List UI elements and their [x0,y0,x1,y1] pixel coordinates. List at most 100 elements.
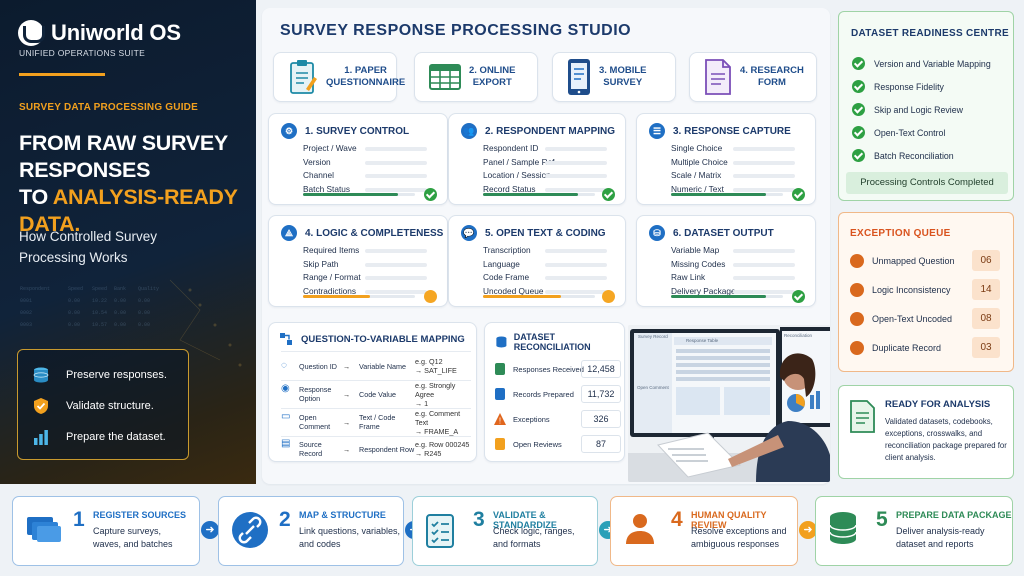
reconciliation-value: 11,732 [581,385,621,403]
module-row-bar [733,262,795,267]
validate-standardize-step[interactable]: 3 VALIDATE & STANDARDIZE Check logic, ra… [412,496,598,566]
source-tile-mobile[interactable]: 3. MOBILE SURVEY [552,52,676,102]
module-row: Project / Wave [303,142,429,156]
svg-text:0.00: 0.00 [114,322,126,328]
module-row-label: Delivery Package [671,285,736,296]
step-description: Deliver analysis-ready dataset and report… [896,525,985,550]
module-row-bar [733,289,795,294]
source-tile-research[interactable]: 4. RESEARCH FORM [689,52,817,102]
module-card[interactable]: 💬 5. OPEN TEXT & CODING Transcription Lang… [448,215,626,307]
headline-to: TO [19,185,53,209]
module-card[interactable]: ⟁ 4. LOGIC & COMPLETENESS Required Items S… [268,215,448,307]
step-number: 1 [73,508,85,531]
inbox-icon [495,363,505,375]
module-row-bar [545,187,607,192]
register-sources-step[interactable]: 1 REGISTER SOURCES Capture surveys, waves… [12,496,200,566]
mapping-example: e.g. Q12 → SAT_LIFE [415,357,471,375]
module-row-label: Channel [303,170,334,180]
module-header: ⟁ 4. LOGIC & COMPLETENESS [281,225,443,241]
module-rows: Variable Map Missing Codes Raw Link Deliver… [671,244,797,298]
exception-item[interactable]: Duplicate Record 03 [850,337,1010,359]
step-title: REGISTER SOURCES [93,510,187,520]
exception-item[interactable]: Logic Inconsistency 14 [850,279,1010,301]
readiness-item-label: Skip and Logic Review [874,104,963,115]
step-description: Check logic, ranges, and formats [493,525,575,550]
source-tile-paper[interactable]: 1. PAPER QUESTIONNAIRE [273,52,405,102]
database-icon: ⛁ [649,225,665,241]
readiness-item: Batch Reconciliation [852,149,954,162]
step-description-line-2: dataset and reports [896,538,974,549]
screen-label-table: Response Table [686,338,719,343]
exception-queue-title: EXCEPTION QUEUE [850,228,951,239]
source-tile-label-1: 3. MOBILE [599,65,647,76]
reconciliation-title: DATASET RECONCILIATION [495,332,624,352]
step-description-line-2: waves, and batches [93,538,173,549]
human-review-step[interactable]: 4 HUMAN QUALITY REVIEW Resolve exception… [610,496,798,566]
module-rows: Single Choice Multiple Choice Scale / Matr… [671,142,797,196]
module-row: Raw Link [671,271,797,285]
mapping-source-label: Question ID [299,361,337,371]
module-header: ⛁ 6. DATASET OUTPUT [649,225,774,241]
guide-panel: Respondent Speed Speed Bank Quality 0001 0.00… [0,0,256,484]
mapping-example: e.g. Strongly Agree → 1 [415,381,471,408]
headline-line-3: TO ANALYSIS-READY DATA. [19,184,256,238]
module-progress-bar [483,193,595,196]
flow-icon: ⟁ [281,225,297,241]
module-card[interactable]: 👥 2. RESPONDENT MAPPING Respondent ID Pane… [448,113,626,205]
module-progress-bar [303,295,415,298]
gear-icon: ⚙ [281,123,297,139]
module-title: 5. OPEN TEXT & CODING [485,227,606,239]
arrow-right-icon: ➜ [799,521,817,539]
module-row: Scale / Matrix [671,169,797,183]
module-row-bar [365,174,427,178]
folders-icon [25,511,63,550]
exception-count-badge: 03 [972,337,1000,358]
mapping-example-line-2: → 1 [415,398,429,408]
module-card[interactable]: ☰ 3. RESPONSE CAPTURE Single Choice Multip… [636,113,816,205]
module-row-bar [733,174,795,178]
exception-label: Open-Text Uncoded [872,314,953,324]
step-number: 5 [876,508,888,531]
prepare-package-step[interactable]: 5 PREPARE DATA PACKAGE Deliver analysis-… [815,496,1013,566]
svg-text:Speed: Speed [68,286,83,292]
form-icon [705,59,731,95]
reconciliation-value: 326 [581,410,621,428]
studio-title: SURVEY RESPONSE PROCESSING STUDIO [280,22,632,39]
exception-item[interactable]: Open-Text Uncoded 08 [850,308,1010,330]
divider [281,408,471,409]
mapping-example-line-2: → SAT_LIFE [415,366,457,375]
mobile-icon [568,59,590,95]
subheadline-line-1: How Controlled Survey [19,229,158,244]
module-card[interactable]: ⚙ 1. SURVEY CONTROL Project / Wave Version… [268,113,448,205]
exception-item[interactable]: Unmapped Question 06 [850,250,1010,272]
module-row: Batch Status [303,183,429,197]
source-tile-online[interactable]: 2. ONLINE EXPORT [414,52,538,102]
reviewers-icon [495,438,505,450]
shield-check-icon [34,398,48,414]
module-row-bar [365,276,427,280]
processing-status-banner: Processing Controls Completed [846,172,1008,194]
source-tile-label-1: 2. ONLINE [469,65,516,76]
question-variable-mapping-panel: QUESTION-TO-VARIABLE MAPPING ◌ Question I… [268,322,477,462]
module-row-label: Single Choice [671,143,723,153]
svg-text:0003: 0003 [20,322,32,328]
mapping-row-icon: ◌ [281,359,287,371]
module-row: Multiple Choice [671,156,797,170]
source-tile-label: 4. RESEARCH FORM [740,65,804,89]
step-description-line-1: Capture surveys, [93,526,162,536]
check-circle-icon [852,57,865,70]
module-row-bar [545,289,607,294]
key-point: Validate structure. [32,397,154,415]
key-point: Prepare the dataset. [32,428,166,446]
key-point: Preserve responses. [32,366,167,384]
svg-text:0.00: 0.00 [68,310,80,316]
reconciliation-value: 12,458 [581,360,621,378]
check-circle-icon [852,103,865,116]
module-title: 2. RESPONDENT MAPPING [485,125,616,137]
ready-description: Validated datasets, codebooks, exception… [885,417,1007,462]
source-tile-label-1: 1. PAPER [344,65,387,76]
module-row-bar [545,147,607,151]
step-description-line-1: Check logic, ranges, [493,526,575,536]
module-card[interactable]: ⛁ 6. DATASET OUTPUT Variable Map Missing C… [636,215,816,307]
map-structure-step[interactable]: 2 MAP & STRUCTURE Link questions, variab… [218,496,404,566]
